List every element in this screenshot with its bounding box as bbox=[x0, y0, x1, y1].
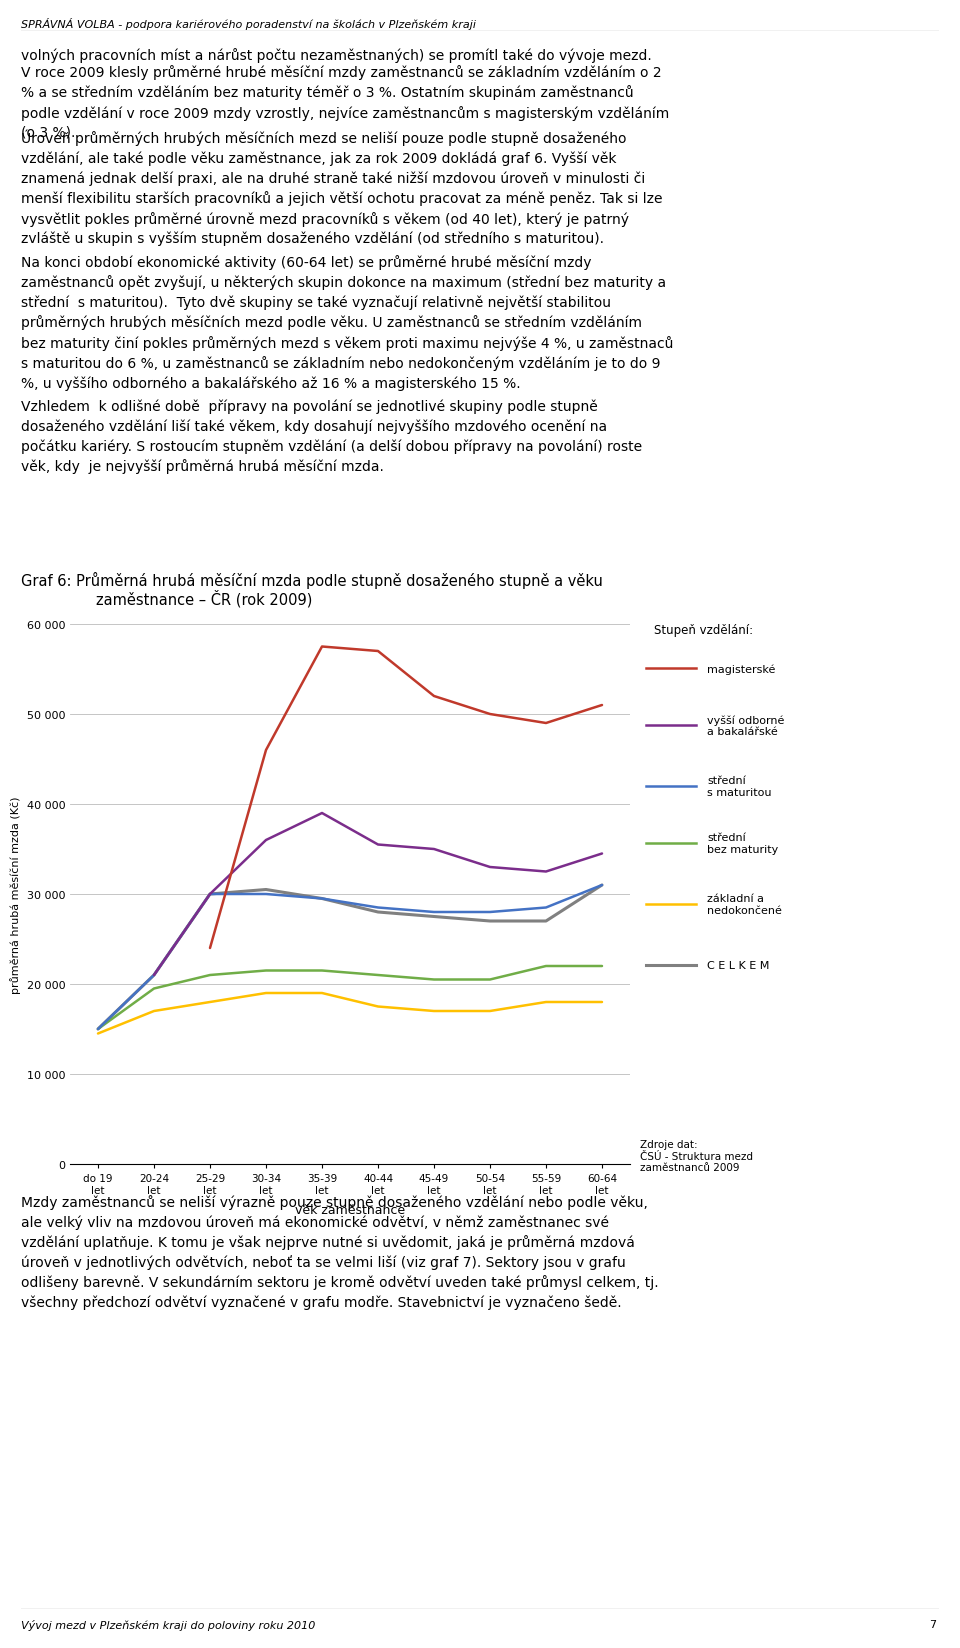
Text: magisterské: magisterské bbox=[708, 664, 776, 674]
Text: Na konci období ekonomické aktivity (60-64 let) se průměrné hrubé měsíční mzdy
z: Na konci období ekonomické aktivity (60-… bbox=[21, 255, 674, 391]
Text: C E L K E M: C E L K E M bbox=[708, 961, 770, 971]
Text: vyšší odborné
a bakalářské: vyšší odborné a bakalářské bbox=[708, 715, 784, 737]
Text: volných pracovních míst a nárůst počtu nezaměstnaných) se promítl také do vývoje: volných pracovních míst a nárůst počtu n… bbox=[21, 48, 652, 63]
Text: zaměstnance – ČR (rok 2009): zaměstnance – ČR (rok 2009) bbox=[96, 590, 312, 606]
Text: základní a
nedokončené: základní a nedokončené bbox=[708, 893, 782, 915]
Text: SPRÁVNÁ VOLBA - podpora kariérového poradenství na školách v Plzeňském kraji: SPRÁVNÁ VOLBA - podpora kariérového pora… bbox=[21, 18, 476, 30]
Text: 7: 7 bbox=[929, 1618, 936, 1628]
Text: Vývoj mezd v Plzeňském kraji do poloviny roku 2010: Vývoj mezd v Plzeňském kraji do poloviny… bbox=[21, 1618, 316, 1630]
Y-axis label: průměrná hrubá měsíční mzda (Kč): průměrná hrubá měsíční mzda (Kč) bbox=[10, 796, 21, 994]
Text: Zdroje dat:
ČSÚ - Struktura mezd
zaměstnanců 2009: Zdroje dat: ČSÚ - Struktura mezd zaměstn… bbox=[640, 1139, 753, 1172]
Text: střední
bez maturity: střední bez maturity bbox=[708, 832, 779, 854]
Text: střední
s maturitou: střední s maturitou bbox=[708, 776, 772, 798]
Text: Úroveň průměrných hrubých měsíčních mezd se neliší pouze podle stupně dosaženého: Úroveň průměrných hrubých měsíčních mezd… bbox=[21, 130, 662, 246]
Text: Graf 6: Průměrná hrubá měsíční mzda podle stupně dosaženého stupně a věku: Graf 6: Průměrná hrubá měsíční mzda podl… bbox=[21, 572, 603, 588]
Text: Stupeň vzdělání:: Stupeň vzdělání: bbox=[654, 623, 754, 636]
X-axis label: věk zaměstnance: věk zaměstnance bbox=[295, 1203, 405, 1216]
Text: Mzdy zaměstnanců se neliší výrazně pouze stupně dosaženého vzdělání nebo podle v: Mzdy zaměstnanců se neliší výrazně pouze… bbox=[21, 1195, 659, 1310]
Text: V roce 2009 klesly průměrné hrubé měsíční mzdy zaměstnanců se základním vzdělání: V roce 2009 klesly průměrné hrubé měsíčn… bbox=[21, 64, 669, 140]
Text: Vzhledem  k odlišné době  přípravy na povolání se jednotlivé skupiny podle stupn: Vzhledem k odlišné době přípravy na povo… bbox=[21, 400, 642, 475]
